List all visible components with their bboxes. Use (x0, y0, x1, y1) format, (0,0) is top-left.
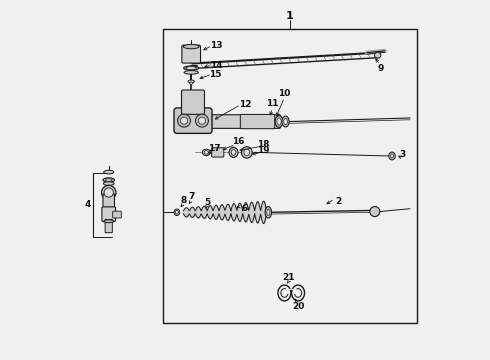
Ellipse shape (174, 209, 180, 216)
FancyBboxPatch shape (113, 211, 122, 218)
FancyBboxPatch shape (174, 108, 212, 134)
Ellipse shape (265, 207, 271, 218)
Ellipse shape (244, 149, 250, 156)
Ellipse shape (184, 66, 199, 70)
Circle shape (198, 117, 205, 124)
Text: 17: 17 (208, 144, 221, 153)
Text: 7: 7 (188, 192, 195, 201)
Text: 13: 13 (210, 41, 222, 50)
Bar (163, 30, 417, 323)
Ellipse shape (104, 220, 114, 223)
Ellipse shape (275, 116, 283, 127)
Text: 5: 5 (204, 198, 211, 207)
Text: 19: 19 (257, 146, 270, 155)
FancyBboxPatch shape (182, 45, 200, 63)
Ellipse shape (229, 147, 238, 157)
Text: 16: 16 (232, 138, 244, 147)
FancyBboxPatch shape (103, 194, 115, 210)
FancyBboxPatch shape (206, 115, 280, 129)
Text: 1: 1 (286, 11, 294, 21)
Text: 6: 6 (241, 204, 247, 213)
Ellipse shape (389, 152, 395, 160)
FancyBboxPatch shape (212, 148, 224, 157)
Ellipse shape (202, 149, 210, 156)
Ellipse shape (282, 116, 289, 127)
Text: 12: 12 (239, 100, 251, 109)
Ellipse shape (188, 91, 194, 93)
Circle shape (370, 207, 380, 217)
FancyBboxPatch shape (181, 90, 204, 114)
Ellipse shape (186, 67, 196, 69)
Ellipse shape (204, 150, 208, 154)
Ellipse shape (101, 185, 116, 200)
Ellipse shape (391, 154, 393, 158)
Ellipse shape (184, 71, 198, 74)
Circle shape (180, 117, 188, 124)
Ellipse shape (277, 118, 281, 125)
Ellipse shape (175, 211, 178, 214)
Text: 20: 20 (293, 302, 305, 311)
Ellipse shape (284, 118, 287, 125)
Ellipse shape (103, 178, 115, 182)
Ellipse shape (188, 80, 195, 83)
Circle shape (177, 114, 191, 127)
Text: 8: 8 (181, 195, 187, 204)
Text: 14: 14 (210, 61, 222, 70)
Ellipse shape (103, 182, 114, 185)
Text: 2: 2 (335, 197, 342, 206)
Ellipse shape (242, 147, 252, 158)
Text: 4: 4 (85, 200, 91, 209)
Ellipse shape (190, 82, 193, 84)
Text: 15: 15 (209, 70, 222, 79)
Ellipse shape (374, 52, 381, 58)
FancyBboxPatch shape (240, 114, 275, 129)
Text: 9: 9 (377, 64, 383, 73)
Ellipse shape (104, 188, 113, 197)
Circle shape (196, 114, 208, 127)
Ellipse shape (231, 149, 236, 155)
Text: 21: 21 (283, 273, 295, 282)
Ellipse shape (104, 170, 114, 174)
Text: 3: 3 (400, 150, 406, 159)
Ellipse shape (105, 179, 112, 181)
FancyBboxPatch shape (102, 207, 116, 222)
Text: 10: 10 (278, 89, 291, 98)
FancyBboxPatch shape (105, 220, 112, 233)
Text: 11: 11 (267, 99, 279, 108)
Ellipse shape (267, 209, 270, 216)
Ellipse shape (183, 44, 199, 49)
Text: 18: 18 (257, 140, 270, 149)
